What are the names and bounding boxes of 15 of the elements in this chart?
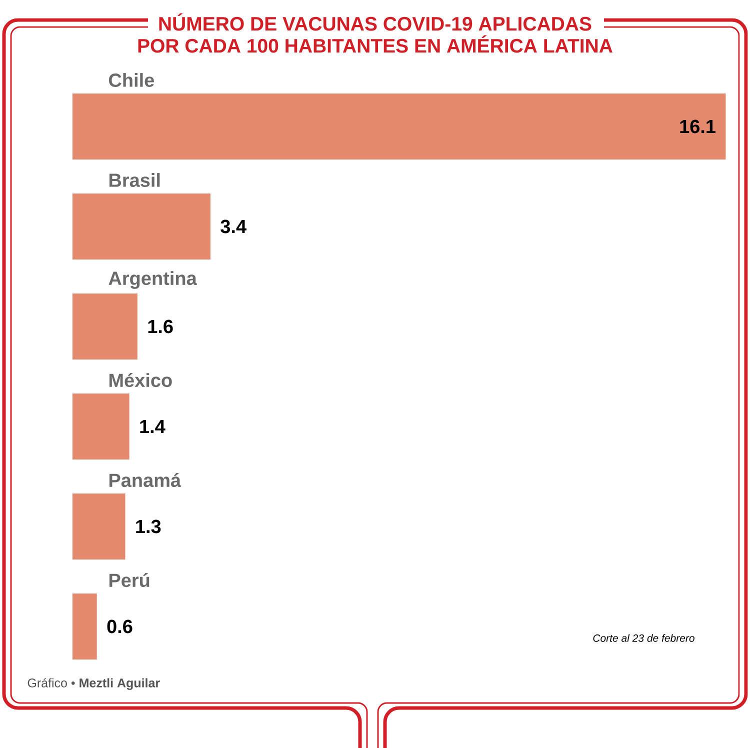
data-label: 16.1 <box>680 120 716 134</box>
y-tick-label: México <box>109 372 172 388</box>
data-label: 1.3 <box>136 520 161 534</box>
y-tick-label: Brasil <box>109 173 160 187</box>
data-label: 3.4 <box>220 220 246 234</box>
data-label: 1.6 <box>148 320 173 334</box>
data-label: 1.4 <box>140 420 166 434</box>
text: Corte al 23 de febrero <box>593 634 694 642</box>
chart-title: NÚMERO DE VACUNAS COVID-19 APLICADAS POR CADA 100 HABITANTES EN AMÉRICA LATINA <box>138 13 612 53</box>
y-tick-label: Argentina <box>108 271 197 289</box>
y-tick-label: Perú <box>109 572 150 588</box>
y-tick-label: Chile <box>108 73 154 87</box>
y-tick-label: Panamá <box>109 472 182 488</box>
text: Gráfico • Meztli Aguilar <box>28 678 160 690</box>
data-label: 0.6 <box>107 620 132 634</box>
